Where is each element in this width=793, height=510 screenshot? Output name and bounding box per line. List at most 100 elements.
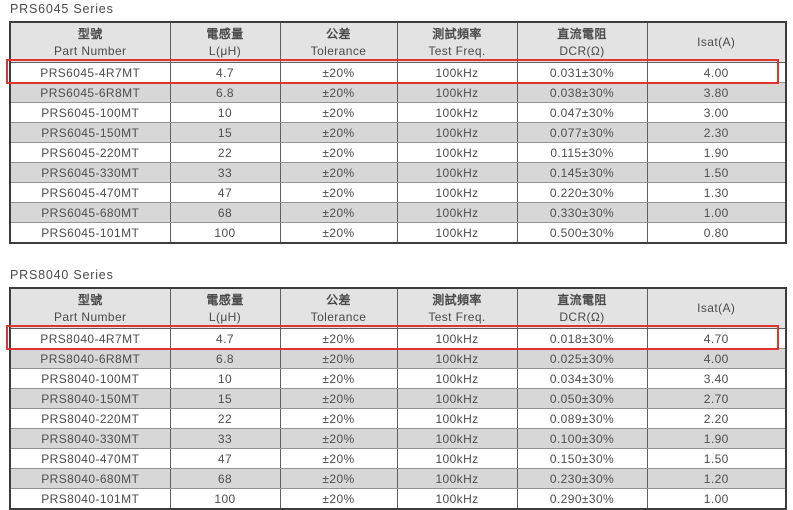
header-zh: 型號 [77, 292, 103, 307]
spec-cell: 0.077±30% [516, 122, 648, 143]
spec-row: PRS8040-150MT 15 ±20% 100kHz 0.050±30% 2.70 [9, 388, 787, 409]
spec-cell: 33 [169, 162, 281, 183]
spec-cell: 4.7 [169, 62, 281, 83]
col-header-dcr: 直流電阻 DCR(Ω) [516, 21, 648, 63]
spec-cell: ±20% [279, 62, 398, 83]
spec-cell: 4.7 [169, 328, 281, 349]
spec-cell: 100kHz [396, 328, 518, 349]
header-zh: 公差 [326, 26, 351, 41]
col-header-dcr: 直流電阻 DCR(Ω) [516, 287, 648, 329]
spec-cell: 100kHz [396, 388, 518, 409]
spec-cell: 1.50 [646, 162, 787, 183]
col-header-tolerance: 公差 Tolerance [279, 21, 398, 63]
col-header-tolerance: 公差 Tolerance [279, 287, 398, 329]
header-zh: 型號 [77, 26, 103, 41]
spec-cell: 100kHz [396, 142, 518, 163]
table-body: PRS6045-4R7MT 4.7 ±20% 100kHz 0.031±30% 4.00 P… [9, 62, 787, 244]
spec-cell: 6.8 [169, 82, 281, 103]
spec-cell: ±20% [279, 122, 398, 143]
spec-row: PRS6045-330MT 33 ±20% 100kHz 0.145±30% 1.50 [9, 162, 787, 183]
spec-cell: 0.034±30% [516, 368, 648, 389]
col-header-test-freq: 測試頻率 Test Freq. [396, 287, 518, 329]
spec-cell: 0.050±30% [516, 388, 648, 409]
spec-cell: 0.500±30% [516, 222, 648, 244]
spec-cell: 10 [169, 102, 281, 123]
spec-cell: 100kHz [396, 122, 518, 143]
spec-row: PRS6045-101MT 100 ±20% 100kHz 0.500±30% 0.80 [9, 222, 787, 244]
spec-cell: ±20% [279, 368, 398, 389]
spec-cell: 100kHz [396, 162, 518, 183]
spec-row: PRS8040-330MT 33 ±20% 100kHz 0.100±30% 1.90 [9, 428, 787, 449]
header-en: Tolerance [310, 309, 367, 324]
spec-cell: 1.90 [646, 428, 787, 449]
spec-row: PRS8040-680MT 68 ±20% 100kHz 0.230±30% 1.20 [9, 468, 787, 489]
series-title: PRS6045 Series [10, 2, 114, 16]
spec-cell: 1.30 [646, 182, 787, 203]
spec-cell: 47 [169, 182, 281, 203]
spec-row: PRS8040-4R7MT 4.7 ±20% 100kHz 0.018±30% 4.70 [9, 328, 787, 349]
spec-cell: ±20% [279, 82, 398, 103]
spec-cell: 10 [169, 368, 281, 389]
spec-cell: ±20% [279, 488, 398, 510]
spec-cell: 0.025±30% [516, 348, 648, 369]
part-number-cell: PRS8040-150MT [9, 388, 171, 409]
spec-cell: ±20% [279, 428, 398, 449]
spec-cell: ±20% [279, 202, 398, 223]
spec-cell: 100kHz [396, 348, 518, 369]
spec-cell: 100kHz [396, 102, 518, 123]
spec-cell: ±20% [279, 408, 398, 429]
header-en: Test Freq. [428, 43, 486, 58]
spec-cell: 1.50 [646, 448, 787, 469]
spec-cell: 100kHz [396, 62, 518, 83]
spec-cell: 0.150±30% [516, 448, 648, 469]
col-header-inductance: 電感量 L(μH) [169, 21, 281, 63]
spec-cell: 100 [169, 488, 281, 510]
col-header-inductance: 電感量 L(μH) [169, 287, 281, 329]
header-zh: 公差 [326, 292, 351, 307]
spec-cell: ±20% [279, 162, 398, 183]
spec-cell: 33 [169, 428, 281, 449]
spec-cell: ±20% [279, 468, 398, 489]
spec-table-wrap: 型號 Part Number 電感量 L(μH) 公差 Tolerance 測試頻率 T… [6, 21, 787, 244]
spec-row: PRS6045-220MT 22 ±20% 100kHz 0.115±30% 1.90 [9, 142, 787, 163]
header-zh: 測試頻率 [432, 292, 482, 307]
spec-cell: 3.00 [646, 102, 787, 123]
spec-cell: ±20% [279, 348, 398, 369]
col-header-part-number: 型號 Part Number [9, 21, 171, 63]
header-en: DCR(Ω) [559, 309, 605, 324]
spec-cell: ±20% [279, 142, 398, 163]
spec-cell: 0.115±30% [516, 142, 648, 163]
spec-cell: 100kHz [396, 448, 518, 469]
spec-row: PRS6045-4R7MT 4.7 ±20% 100kHz 0.031±30% 4.00 [9, 62, 787, 83]
header-en: Tolerance [310, 43, 367, 58]
spec-cell: 2.30 [646, 122, 787, 143]
spec-cell: 0.018±30% [516, 328, 648, 349]
spec-cell: 1.90 [646, 142, 787, 163]
spec-cell: 4.00 [646, 62, 787, 83]
spec-cell: 4.70 [646, 328, 787, 349]
header-en: Isat(A) [697, 301, 736, 315]
header-en: L(μH) [208, 43, 242, 58]
spec-cell: 2.20 [646, 408, 787, 429]
part-number-cell: PRS8040-470MT [9, 448, 171, 469]
part-number-cell: PRS6045-220MT [9, 142, 171, 163]
spec-cell: 68 [169, 202, 281, 223]
spec-row: PRS6045-100MT 10 ±20% 100kHz 0.047±30% 3.00 [9, 102, 787, 123]
part-number-cell: PRS6045-101MT [9, 222, 171, 244]
spec-row: PRS8040-6R8MT 6.8 ±20% 100kHz 0.025±30% 4.00 [9, 348, 787, 369]
part-number-cell: PRS8040-100MT [9, 368, 171, 389]
table-body: PRS8040-4R7MT 4.7 ±20% 100kHz 0.018±30% 4.70 P… [9, 328, 787, 510]
spec-cell: 0.038±30% [516, 82, 648, 103]
spec-cell: 100 [169, 222, 281, 244]
spec-cell: 1.00 [646, 488, 787, 510]
part-number-cell: PRS6045-150MT [9, 122, 171, 143]
spec-row: PRS8040-100MT 10 ±20% 100kHz 0.034±30% 3.40 [9, 368, 787, 389]
header-zh: 直流電阻 [557, 292, 607, 307]
col-header-isat: Isat(A) [646, 21, 787, 63]
header-row: 型號 Part Number 電感量 L(μH) 公差 Tolerance 測試頻率 T… [9, 21, 787, 63]
spec-cell: 0.290±30% [516, 488, 648, 510]
col-header-isat: Isat(A) [646, 287, 787, 329]
part-number-cell: PRS6045-6R8MT [9, 82, 171, 103]
header-en: Test Freq. [428, 309, 486, 324]
spec-cell: 0.089±30% [516, 408, 648, 429]
